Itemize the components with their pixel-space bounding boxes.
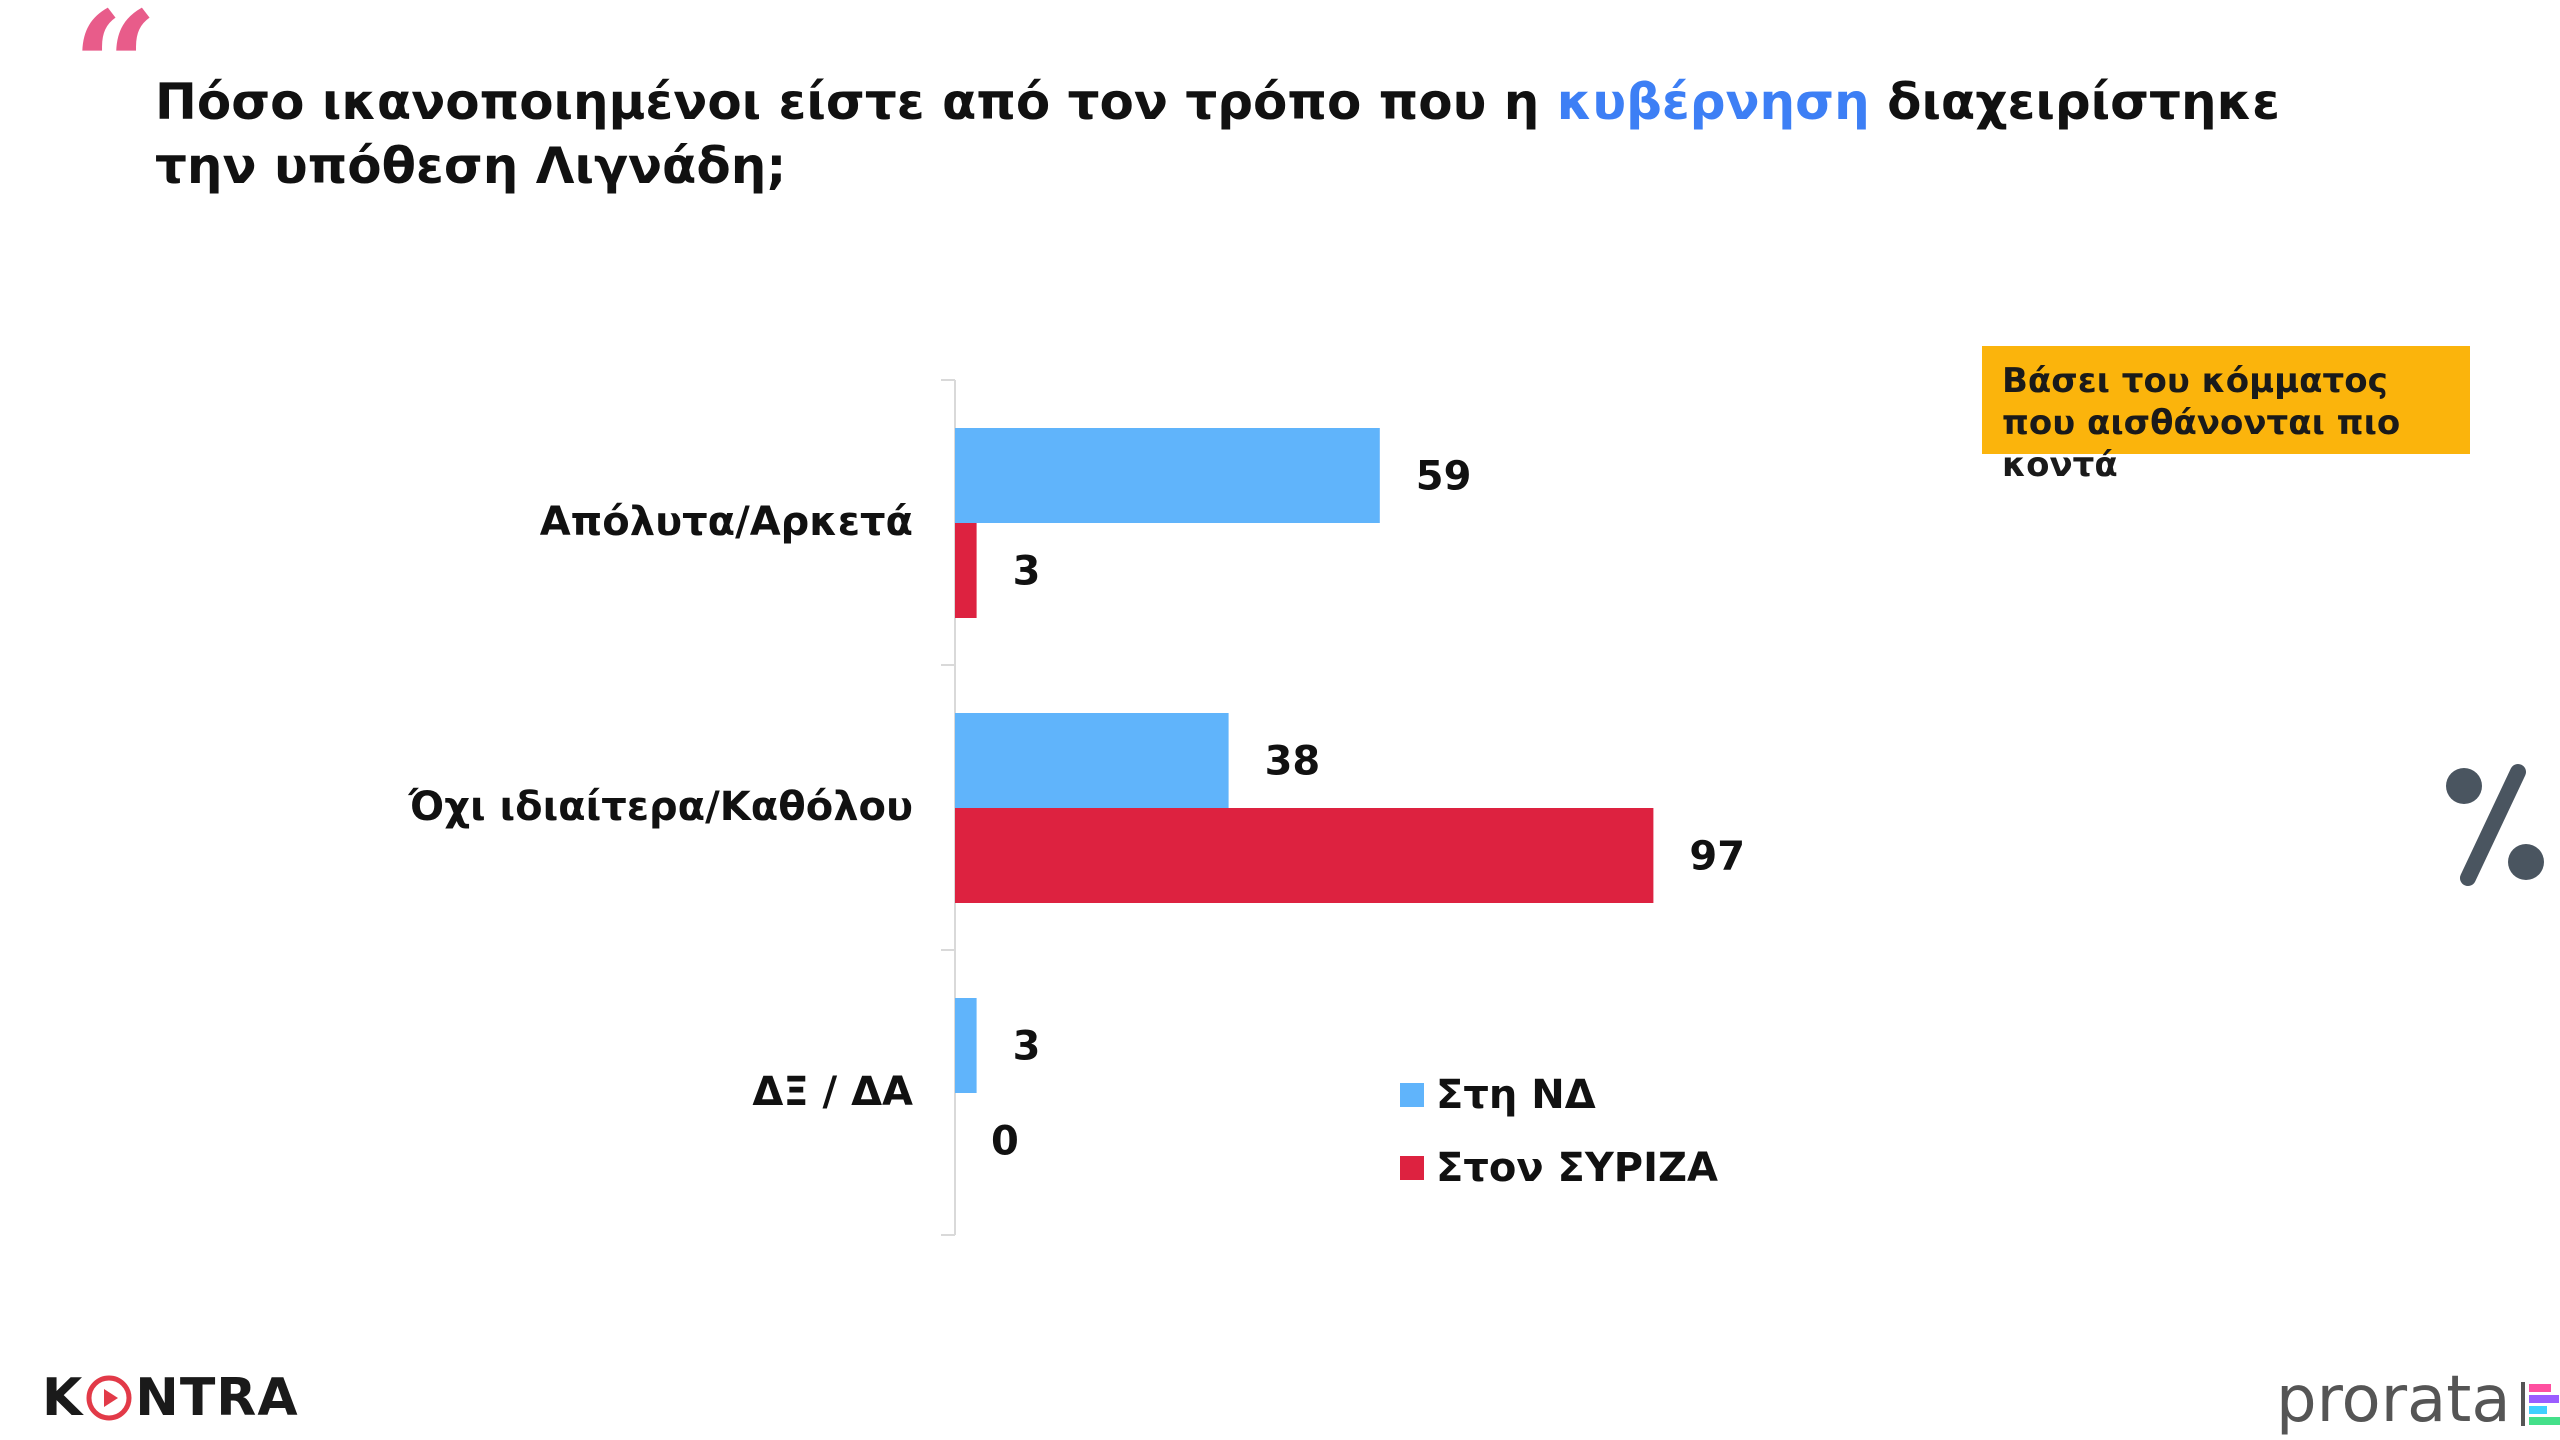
- category-label: ΔΞ / ΔΑ: [752, 1069, 913, 1115]
- bar: [955, 808, 1654, 903]
- callout-text: Βάσει του κόμματος που αισθάνονται πιο κ…: [2002, 361, 2401, 485]
- quote-mark-icon: “: [72, 0, 158, 155]
- kontra-logo: K NTRA: [42, 1368, 299, 1428]
- bar: [955, 428, 1380, 523]
- data-label: 3: [1013, 1024, 1041, 1070]
- page-title: Πόσο ικανοποιημένοι είστε από τον τρόπο …: [155, 70, 2335, 198]
- kontra-logo-k: K: [42, 1368, 84, 1428]
- prorata-logo-bars-icon: [2520, 1382, 2560, 1426]
- bar: [955, 998, 977, 1093]
- legend-swatch-nd: [1400, 1083, 1424, 1107]
- percent-icon-bottom-dot: [2508, 844, 2544, 880]
- percent-icon: [2446, 764, 2544, 886]
- percent-icon-top-dot: [2446, 768, 2482, 804]
- prorata-logo: prorata: [2276, 1368, 2560, 1432]
- legend-swatch-syriza: [1400, 1156, 1424, 1180]
- legend-label-syriza: Στον ΣΥΡΙΖΑ: [1436, 1145, 1718, 1191]
- data-label: 97: [1689, 834, 1745, 880]
- data-label: 59: [1416, 454, 1472, 500]
- kontra-logo-play-icon: [86, 1375, 132, 1421]
- legend-item-nd: Στη ΝΔ: [1400, 1070, 1718, 1120]
- title-text-end: διαχειρίστηκε την υπόθεση Λιγνάδη;: [155, 73, 2280, 195]
- data-label: 0: [991, 1119, 1019, 1165]
- bar: [955, 523, 977, 618]
- data-label: 3: [1013, 549, 1041, 595]
- party-filter-callout: Βάσει του κόμματος που αισθάνονται πιο κ…: [1982, 346, 2470, 485]
- percent-icon-slash: [2460, 764, 2526, 886]
- chart-legend: Στη ΝΔ Στον ΣΥΡΙΖΑ: [1400, 1070, 1718, 1216]
- bar: [955, 713, 1229, 808]
- category-label: Όχι ιδιαίτερα/Καθόλου: [408, 784, 913, 830]
- prorata-logo-text: prorata: [2276, 1363, 2511, 1437]
- title-text-start: Πόσο ικανοποιημένοι είστε από τον τρόπο …: [155, 73, 1557, 131]
- title-highlight: κυβέρνηση: [1556, 73, 1870, 131]
- legend-label-nd: Στη ΝΔ: [1436, 1072, 1596, 1118]
- data-label: 38: [1265, 739, 1321, 785]
- legend-item-syriza: Στον ΣΥΡΙΖΑ: [1400, 1143, 1718, 1193]
- kontra-logo-ntra: NTRA: [135, 1368, 299, 1428]
- category-label: Απόλυτα/Αρκετά: [540, 499, 913, 545]
